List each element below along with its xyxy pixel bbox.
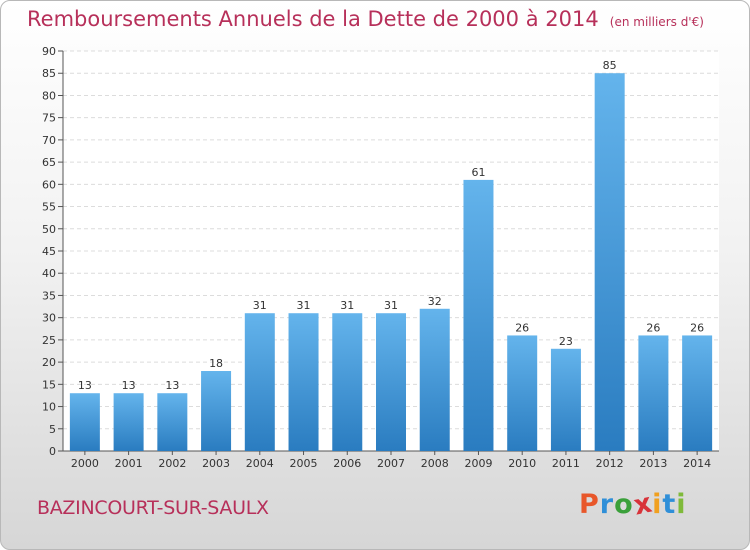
y-tick-label: 35: [42, 289, 56, 302]
bar-2013: [638, 335, 669, 451]
bar-2003: [201, 371, 232, 451]
commune-name: BAZINCOURT-SUR-SAULX: [37, 497, 269, 519]
y-tick-label: 25: [42, 334, 56, 347]
data-label: 26: [515, 321, 529, 334]
bar-2008: [419, 308, 450, 451]
bar-2011: [550, 348, 581, 451]
y-tick-label: 65: [42, 156, 56, 169]
x-tick-label: 2008: [421, 457, 449, 470]
bar-2012: [594, 73, 625, 451]
x-tick-label: 2013: [639, 457, 667, 470]
data-label: 13: [165, 379, 179, 392]
logo-letter: P: [579, 489, 600, 520]
y-tick-label: 15: [42, 378, 56, 391]
chart-title-main: Remboursements Annuels de la Dette de 20…: [27, 7, 599, 31]
logo-letter: i: [652, 489, 663, 520]
data-label: 26: [646, 321, 660, 334]
data-label: 18: [209, 357, 223, 370]
y-tick-label: 60: [42, 178, 56, 191]
bar-2000: [69, 393, 100, 451]
data-label: 13: [122, 379, 136, 392]
x-tick-label: 2010: [508, 457, 536, 470]
y-tick-label: 55: [42, 201, 56, 214]
logo-letter: r: [599, 489, 615, 520]
data-label: 85: [603, 59, 617, 72]
bar-2014: [682, 335, 713, 451]
x-tick-label: 2007: [377, 457, 405, 470]
y-tick-label: 5: [49, 423, 56, 436]
x-tick-label: 2011: [552, 457, 580, 470]
chart-title: Remboursements Annuels de la Dette de 20…: [27, 7, 704, 31]
x-tick-label: 2003: [202, 457, 230, 470]
logo-letter: t: [662, 489, 677, 520]
bar-2002: [157, 393, 188, 451]
y-tick-label: 20: [42, 356, 56, 369]
data-label: 26: [690, 321, 704, 334]
bar-2007: [376, 313, 406, 451]
x-tick-label: 2004: [246, 457, 274, 470]
y-tick-label: 10: [42, 401, 56, 414]
y-tick-label: 75: [42, 112, 56, 125]
y-tick-label: 70: [42, 134, 56, 147]
logo-letter: o: [614, 489, 634, 520]
x-tick-label: 2014: [683, 457, 711, 470]
bar-2004: [244, 313, 275, 451]
x-tick-label: 2002: [158, 457, 186, 470]
x-tick-label: 2006: [333, 457, 361, 470]
y-tick-label: 80: [42, 89, 56, 102]
x-tick-label: 2000: [71, 457, 99, 470]
data-label: 13: [78, 379, 92, 392]
y-tick-label: 90: [42, 45, 56, 58]
chart-title-unit: (en milliers d'€): [609, 15, 704, 29]
bar-2010: [507, 335, 538, 451]
y-tick-label: 45: [42, 245, 56, 258]
data-label: 31: [297, 299, 311, 312]
y-tick-label: 85: [42, 67, 56, 80]
logo-letter: i: [676, 489, 687, 520]
proxiti-logo: Proxiti: [579, 487, 687, 521]
x-tick-label: 2009: [464, 457, 492, 470]
data-label: 31: [340, 299, 354, 312]
y-tick-label: 40: [42, 267, 56, 280]
bar-2006: [332, 313, 363, 451]
data-label: 31: [253, 299, 267, 312]
y-tick-label: 30: [42, 312, 56, 325]
bar-2009: [463, 179, 494, 451]
y-tick-label: 50: [42, 223, 56, 236]
data-label: 32: [428, 295, 442, 308]
bar-2005: [288, 313, 319, 451]
x-tick-label: 2005: [290, 457, 318, 470]
y-tick-label: 0: [49, 445, 56, 458]
data-label: 23: [559, 335, 573, 348]
x-tick-label: 2001: [115, 457, 143, 470]
data-label: 61: [471, 166, 485, 179]
bar-2001: [113, 393, 144, 451]
data-label: 31: [384, 299, 398, 312]
x-tick-label: 2012: [596, 457, 624, 470]
